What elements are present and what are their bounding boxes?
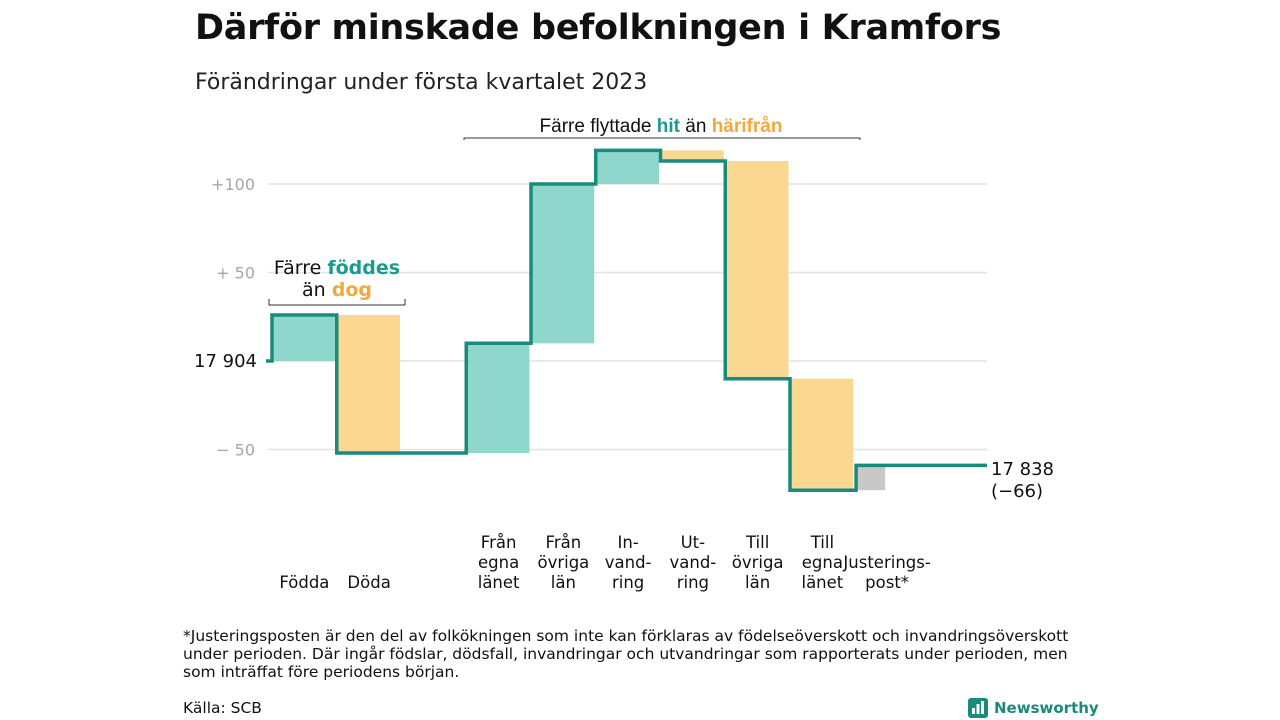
waterfall-bar [273,314,336,361]
population-step-line [266,148,987,492]
category-labels: Födda DödaFrånegnalänetFrånövrigalänIn-va… [279,533,931,592]
category-label: län [551,573,576,592]
category-label: In- [617,533,638,552]
category-label: egna [802,553,843,572]
category-label: länet [801,573,843,592]
chart-subtitle: Förändringar under första kvartalet 2023 [195,70,648,95]
category-label: länet [478,573,520,592]
bar-chart-logo-icon [968,698,988,718]
category-label: Ut- [681,533,706,552]
category-label: övriga [537,553,589,572]
category-label: övriga [732,553,784,572]
birth-annotation: Färre föddes än dog [268,257,406,306]
y-axis-ticks: +100 + 50 − 50 [211,175,255,460]
bars [273,150,886,491]
brand-logo: Newsworthy [968,696,1099,720]
waterfall-bar [597,150,659,184]
y-tick-label: − 50 [216,441,255,460]
category-label: egna [478,553,519,572]
waterfall-bar [338,314,400,454]
waterfall-bar [532,184,595,344]
category-label: Födda [279,573,329,592]
migration-annotation: Färre flyttade hit än härifrån [463,116,861,140]
migration-annotation-bracket [463,137,861,140]
category-label: ring [677,573,709,592]
migration-annotation-text: Färre flyttade hit än härifrån [540,116,783,137]
brand-name: Newsworthy [994,699,1099,717]
birth-annotation-line2: än dog [302,279,372,301]
y-tick-label: + 50 [216,264,255,283]
waterfall-bar [467,343,530,454]
category-label: län [745,573,770,592]
footnote: *Justeringsposten är den del av folkökni… [183,627,1069,681]
category-label: Från [481,533,517,552]
birth-annotation-line1: Färre föddes [274,257,400,279]
waterfall-bar [662,150,724,161]
end-change-label: (−66) [991,481,1043,502]
waterfall-chart: +100 + 50 − 50 17 904 17 838 (−66) Färre f… [194,116,1054,592]
category-label: vand- [669,553,716,572]
category-label: Justerings- [842,553,930,572]
start-value-label: 17 904 [194,351,257,372]
waterfall-bar [726,160,789,379]
waterfall-bar [791,378,854,491]
birth-annotation-bracket [268,299,406,306]
y-tick-label: +100 [211,175,255,194]
source-note: Källa: SCB [183,699,262,717]
category-label: Till [810,533,834,552]
category-label: Till [745,533,769,552]
waterfall-bar [856,465,886,491]
chart-title: Därför minskade befolkningen i Kramfors [195,8,1002,48]
category-label: post* [865,573,909,592]
category-label: vand- [605,553,652,572]
category-label: Från [546,533,582,552]
category-label: Döda [347,573,390,592]
end-value-label: 17 838 [991,459,1054,480]
category-label: ring [612,573,644,592]
